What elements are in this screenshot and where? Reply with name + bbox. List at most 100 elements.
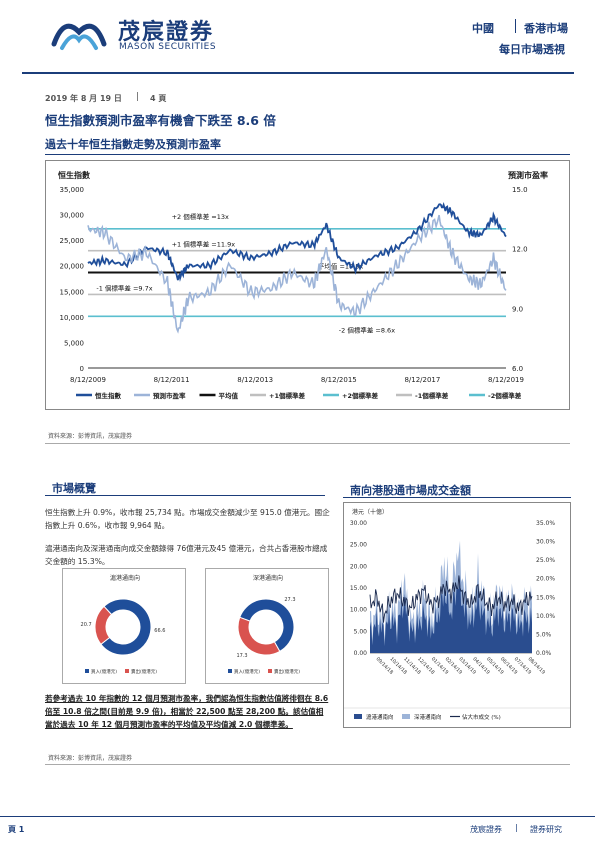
chart2-right-tick: 15.0% [536,594,555,601]
pie-legend-label: 賣出(億港元) [131,668,157,675]
chart1-left-tick: 30,000 [60,212,85,220]
chart1-right-tick: 12.0 [512,246,528,254]
chart1-right-axis-label: 預測市盈率 [508,170,548,180]
chart1-legend-label: +1個標準差 [269,391,305,400]
chart2-left-tick: 0.00 [354,650,368,657]
footer-rule [0,816,595,817]
section2-rule [343,497,571,498]
chart2-legend-swatch [402,714,410,719]
pie-card-shenzhen: 深港通南向 27.3 17.3 買入(億港元) 賣出(億港元) [205,568,329,684]
chart2-line-share [369,575,533,623]
chart2-left-tick: 5.00 [354,628,368,635]
section1-title: 過去十年恒生指數走勢及預測市盈率 [45,138,221,151]
chart1-left-tick: 10,000 [60,314,85,322]
chart2-area-shanghai [370,575,532,653]
chart1-legend-label: +2個標準差 [342,391,378,400]
chart1-ref-label: +2 個標準差 =13x [172,212,229,221]
chart2-legend-label: 佔大市成交 (%) [462,713,501,721]
chart2-left-axis-label: 港元（十億） [352,508,388,516]
chart2-legend-swatch [354,714,362,719]
footer-separator: | [515,823,518,832]
chart2-left-tick: 10.00 [350,607,367,614]
market-overview-rule [45,495,325,496]
chart2-right-tick: 25.0% [536,557,555,564]
pie-value-label: 27.3 [284,597,295,603]
market-overview-para1: 恒生指數上升 0.9%，收市報 25,734 點。市場成交金額減少至 915.0… [45,508,330,530]
chart1-left-tick: 5,000 [64,339,84,347]
region-label: 中國 [472,22,494,35]
chart1-left-tick: 0 [80,365,84,373]
chart1-ref-label: +1 個標準差 =11.9x [172,240,236,249]
chart2-left-tick: 30.00 [350,520,367,527]
pie-right-chart: 27.3 17.3 買入(億港元) 賣出(億港元) [228,597,300,675]
chart2-right-tick: 35.0% [536,520,555,527]
chart1-legend-label: 預測市盈率 [153,391,186,400]
pie-slice [237,616,281,656]
pie-card-shanghai: 滬港通南向 66.6 20.7 買入(億港元) 賣出(億港元) [62,568,186,684]
page-count: 4 頁 [150,94,167,103]
chart2-left-tick: 15.00 [350,585,367,592]
footer-company: 茂宸證券 [470,825,502,834]
logo-chinese-name: 茂宸證券 [118,19,215,45]
source2-rule [45,764,570,765]
chart2-right-tick: 5.0% [536,631,552,638]
market-overview-title: 市場概覽 [52,482,96,495]
chart1-x-tick: 8/12/2015 [321,376,357,384]
pie-slice [94,605,113,645]
source-note-2: 資料來源：彭博資訊，茂宸證券 [48,755,133,762]
chart1-ref-label: -2 個標準差 =8.6x [339,325,395,334]
pie-legend-swatch [268,669,272,673]
conclusion-paragraph: 若參考過去 10 年指數的 12 個月預測市盈率，我們認為恒生指數估值將徘徊在 … [45,694,329,729]
pie-value-label: 20.7 [81,622,92,628]
pie-left-chart: 66.6 20.7 買入(億港元) 賣出(億港元) [81,598,165,675]
header: 茂宸證券 MASON SECURITIES 中國 香港市場 每日市場透視 [0,0,595,70]
pie-slice [239,598,295,653]
report-label: 每日市場透視 [499,43,565,56]
pie-left-title: 滬港通南向 [109,575,140,582]
market-label: 香港市場 [524,22,568,35]
chart1-x-tick: 8/12/2019 [488,376,524,384]
logo-english-name: MASON SECURITIES [119,42,217,52]
chart1-legend-label: -1個標準差 [415,391,449,400]
meta-separator: | [136,92,140,102]
chart1-series-line [87,214,507,334]
market-overview-para2: 滬港通南向及深港通南向成交金額錄得 76億港元及45 億港元，合共占香港股市總成… [45,544,328,566]
chart2-right-tick: 0.0% [536,650,552,657]
southbound-chart: 港元（十億） 30.00 25.00 20.00 15.00 10.00 5.00 0.00… [343,502,571,728]
chart1-x-tick: 8/12/2009 [70,376,106,384]
southbound-chart-svg: 港元（十億） 30.00 25.00 20.00 15.00 10.00 5.00 0.00… [344,508,570,721]
hsi-pe-chart-svg: 恒生指數 預測市盈率 平均值 =10.8x +1 個標準差 =11.9x +2 個標… [58,170,548,400]
header-rule [22,72,574,74]
pie-value-label: 17.3 [236,653,247,659]
chart1-legend-label: -2個標準差 [488,391,522,400]
chart1-legend-label: 恒生指數 [95,391,122,400]
chart1-legend-label: 平均值 [219,391,239,400]
chart2-legend-label: 深港通南向 [414,713,442,721]
chart1-right-tick: 6.0 [512,365,523,373]
chart1-ref-label: -1 個標準差 =9.7x [96,283,152,292]
chart2-right-tick: 30.0% [536,539,555,546]
header-divider [515,19,516,33]
chart1-right-tick: 15.0 [512,186,528,194]
chart1-left-tick: 35,000 [60,186,85,194]
chart2-right-tick: 20.0% [536,576,555,583]
chart1-right-tick: 9.0 [512,305,523,313]
pie-right-title: 深港通南向 [252,575,283,582]
mason-logo-icon [51,23,107,50]
chart1-left-tick: 25,000 [60,237,85,245]
report-date: 2019 年 8 月 19 日 [45,94,122,103]
pie-value-label: 66.6 [154,628,165,634]
chart1-left-axis-label: 恒生指數 [58,170,90,180]
pie-legend-swatch [228,669,232,673]
chart2-legend-label: 滬港通南向 [366,713,394,721]
chart2-left-tick: 20.00 [350,563,367,570]
chart2-left-tick: 25.00 [350,542,367,549]
pie-legend-label: 買入(億港元) [91,668,117,675]
chart1-x-tick: 8/12/2011 [154,376,190,384]
section1-rule [45,154,570,155]
chart1-left-tick: 15,000 [60,288,85,296]
pie-legend-swatch [125,669,129,673]
chart1-x-tick: 8/12/2013 [237,376,273,384]
chart1-ref-label: 平均值 =10.8x [318,262,363,271]
source-note-1: 資料來源：彭博資訊，茂宸證券 [48,433,133,440]
